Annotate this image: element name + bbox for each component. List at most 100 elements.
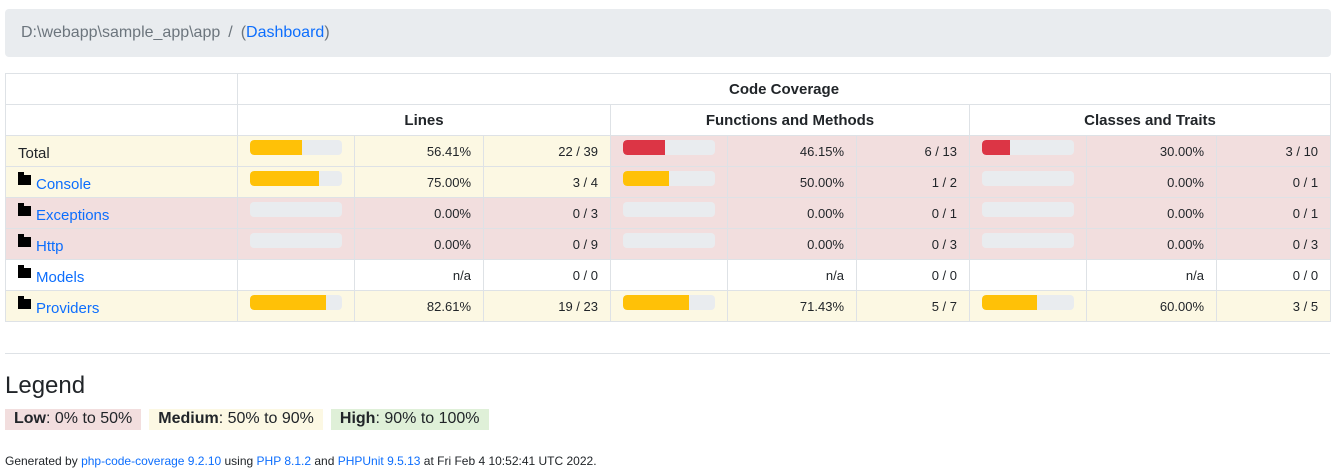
lines-count: 19 / 23 [483, 290, 611, 322]
functions-percent: 50.00% [727, 166, 857, 198]
header-row-group: Code Coverage [5, 73, 1332, 105]
classes-count: 0 / 0 [1215, 259, 1332, 291]
breadcrumb-path: D:\webapp\sample_app\app [21, 24, 221, 41]
table-row: Total 56.41% 22 / 39 46.15% 6 / 13 30.00% 3 / … [5, 135, 1332, 167]
legend-medium-range: : 50% to 90% [218, 410, 314, 427]
coverage-table: Code Coverage Lines Functions and Method… [5, 73, 1332, 322]
directory-link[interactable]: Providers [36, 299, 100, 317]
lines-bar-cell [237, 135, 355, 167]
functions-bar-cell [610, 290, 728, 322]
row-name-cell: Exceptions [5, 197, 238, 229]
functions-count: 0 / 1 [856, 197, 970, 229]
classes-percent: 0.00% [1086, 166, 1217, 198]
classes-percent: 30.00% [1086, 135, 1217, 167]
legend-high-label: High [339, 410, 376, 427]
php-link[interactable]: PHP 8.1.2 [256, 454, 312, 468]
row-name-cell: Http [5, 228, 238, 260]
classes-count: 0 / 1 [1215, 197, 1332, 229]
lines-count: 0 / 9 [483, 228, 611, 260]
coverage-rows: Total 56.41% 22 / 39 46.15% 6 / 13 30.00% 3 / … [5, 135, 1332, 322]
header-code-coverage: Code Coverage [236, 73, 1332, 105]
classes-count: 3 / 5 [1215, 290, 1332, 322]
functions-bar-cell [610, 228, 728, 260]
lines-progress-bar [250, 170, 342, 186]
lines-bar-cell [237, 197, 355, 229]
lines-progress-bar [250, 139, 342, 155]
header-empty-cell [5, 104, 238, 136]
functions-bar-cell [610, 166, 728, 198]
table-row: Console 75.00% 3 / 4 50.00% 1 / 2 0.00% 0 / 1 [5, 166, 1332, 198]
functions-percent: 71.43% [727, 290, 857, 322]
lines-progress-bar [250, 201, 342, 217]
directory-link[interactable]: Http [36, 237, 64, 255]
breadcrumb-separator: / [228, 24, 233, 41]
classes-progress-fill [982, 294, 1038, 310]
lines-bar-cell [237, 290, 355, 322]
legend-medium: Medium: 50% to 90% [149, 409, 323, 430]
folder-icon [18, 295, 31, 309]
functions-bar-cell [610, 135, 728, 167]
classes-progress-bar [982, 170, 1074, 186]
lines-bar-cell [237, 259, 355, 291]
functions-count: 0 / 3 [856, 228, 970, 260]
classes-progress-fill [982, 139, 1010, 155]
section-divider [5, 353, 1330, 354]
functions-progress-bar [623, 232, 715, 248]
legend-high-range: : 90% to 100% [375, 410, 480, 427]
phpunit-link[interactable]: PHPUnit 9.5.13 [337, 454, 421, 468]
classes-percent: 0.00% [1086, 197, 1217, 229]
lines-percent: 75.00% [354, 166, 484, 198]
footer-suffix: at Fri Feb 4 10:52:41 UTC 2022. [420, 454, 597, 468]
row-name-cell: Models [5, 259, 238, 291]
directory-link[interactable]: Console [36, 175, 92, 193]
lines-percent: 82.61% [354, 290, 484, 322]
lines-count: 22 / 39 [483, 135, 611, 167]
functions-progress-fill [623, 170, 669, 186]
row-name-cell: Providers [5, 290, 238, 322]
table-row: Providers 82.61% 19 / 23 71.43% 5 / 7 60.00% 3… [5, 290, 1332, 322]
functions-progress-bar [623, 294, 715, 310]
folder-icon [18, 233, 31, 247]
functions-count: 0 / 0 [856, 259, 970, 291]
classes-progress-bar [982, 201, 1074, 217]
functions-progress-bar [623, 170, 715, 186]
classes-percent: 0.00% [1086, 228, 1217, 260]
legend: Low: 0% to 50% Medium: 50% to 90% High: … [5, 409, 489, 430]
row-name-cell: Total [5, 135, 238, 167]
functions-percent: 0.00% [727, 228, 857, 260]
header-lines: Lines [237, 104, 611, 136]
functions-progress-bar [623, 139, 715, 155]
lines-bar-cell [237, 228, 355, 260]
directory-link[interactable]: Models [36, 268, 85, 286]
lines-percent: n/a [354, 259, 484, 291]
classes-bar-cell [969, 166, 1087, 198]
legend-low-label: Low [14, 410, 46, 427]
functions-bar-cell [610, 197, 728, 229]
lines-percent: 0.00% [354, 197, 484, 229]
lines-count: 0 / 3 [483, 197, 611, 229]
directory-link[interactable]: Exceptions [36, 206, 110, 224]
breadcrumb: D:\webapp\sample_app\app / (Dashboard) [5, 9, 1331, 57]
row-name-cell: Console [5, 166, 238, 198]
footer-prefix: Generated by [5, 454, 82, 468]
legend-high: High: 90% to 100% [330, 409, 489, 430]
footer-using: using [221, 454, 257, 468]
lines-progress-bar [250, 232, 342, 248]
lines-progress-fill [250, 139, 302, 155]
classes-progress-bar [982, 139, 1074, 155]
lines-progress-fill [250, 170, 319, 186]
classes-progress-bar [982, 232, 1074, 248]
classes-count: 0 / 3 [1215, 228, 1332, 260]
row-label: Total [18, 144, 50, 162]
lines-bar-cell [237, 166, 355, 198]
legend-low-range: : 0% to 50% [46, 410, 133, 427]
legend-low: Low: 0% to 50% [5, 409, 142, 430]
dashboard-link[interactable]: Dashboard [246, 24, 325, 41]
lines-progress-bar [250, 294, 342, 310]
functions-bar-cell [610, 259, 728, 291]
php-code-coverage-link[interactable]: php-code-coverage 9.2.10 [81, 454, 222, 468]
classes-bar-cell [969, 135, 1087, 167]
header-row-metrics: Lines Functions and Methods Classes and … [5, 104, 1332, 136]
footer: Generated by php-code-coverage 9.2.10 us… [5, 454, 597, 468]
classes-percent: n/a [1086, 259, 1217, 291]
